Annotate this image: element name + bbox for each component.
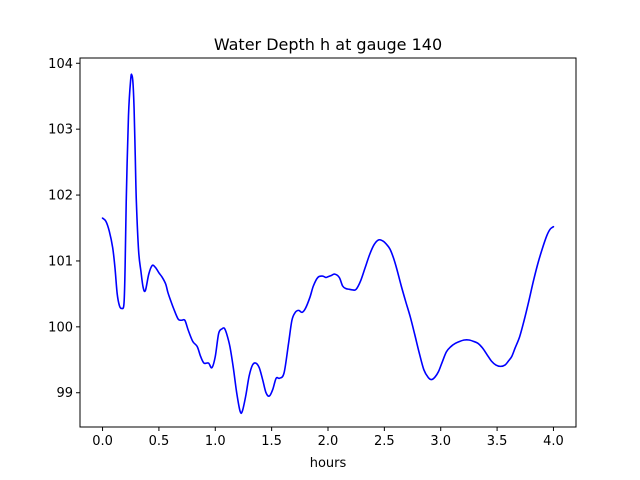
x-tick-label: 1.5	[261, 434, 282, 449]
series-line	[101, 73, 555, 415]
x-tick-label: 0.5	[149, 434, 170, 449]
x-tick-label: 2.0	[318, 434, 339, 449]
y-tick-label: 103	[48, 123, 73, 138]
x-tick-label: 0.0	[92, 434, 113, 449]
chart-title: Water Depth h at gauge 140	[214, 35, 442, 54]
y-tick-label: 100	[48, 320, 73, 335]
x-axis: 0.0 0.5 1.0 1.5 2.0 2.5 3.0 3.5 4.0	[92, 427, 564, 449]
x-tick-label: 2.5	[374, 434, 395, 449]
y-axis: 99 100 101 102 103 104	[48, 57, 80, 401]
x-tick-label: 1.0	[205, 434, 226, 449]
x-tick-label: 3.5	[487, 434, 508, 449]
x-axis-label: hours	[310, 456, 347, 471]
y-tick-label: 104	[48, 57, 73, 72]
x-tick-label: 4.0	[543, 434, 564, 449]
y-tick-label: 99	[56, 386, 73, 401]
x-tick-label: 3.0	[430, 434, 451, 449]
y-tick-label: 102	[48, 189, 73, 204]
y-tick-label: 101	[48, 254, 73, 269]
